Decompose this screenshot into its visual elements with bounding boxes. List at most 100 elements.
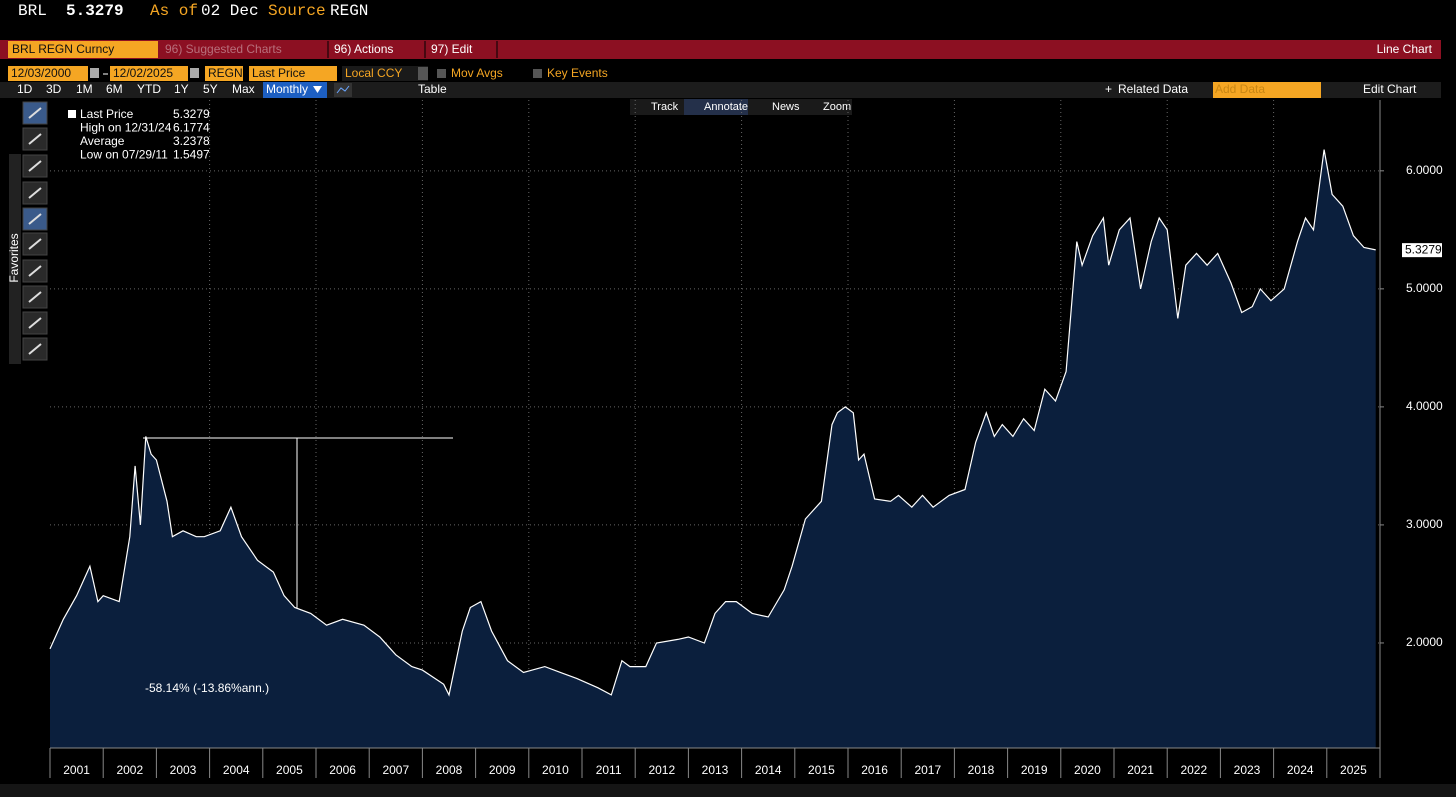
calendar-icon[interactable] (190, 68, 199, 78)
x-tick-label: 2012 (648, 763, 675, 777)
end-box[interactable] (110, 66, 188, 81)
field-box[interactable] (249, 66, 337, 81)
area-fill (50, 149, 1376, 749)
table[interactable]: Table (418, 82, 447, 96)
security-box[interactable] (8, 41, 158, 58)
frequency-box[interactable] (263, 82, 327, 98)
x-tick-label: 2015 (808, 763, 835, 777)
dropdown-arrow[interactable] (313, 86, 322, 93)
tool-glyph (28, 107, 42, 119)
suggested-charts[interactable]: 96) Suggested Charts (165, 42, 282, 56)
source-label: Source (268, 2, 326, 20)
period-button[interactable]: 6M (106, 82, 123, 96)
x-tick-label: 2021 (1127, 763, 1154, 777)
x-tick-label: 2014 (755, 763, 782, 777)
period-button[interactable]: YTD (137, 82, 161, 96)
dropdown[interactable] (418, 67, 428, 80)
legend-label: High on 12/31/24 (80, 121, 172, 135)
x-tick-label: 2022 (1180, 763, 1207, 777)
drawing-tools (22, 101, 48, 361)
legend-label: Average (80, 134, 125, 148)
chart-type: Line Chart (1377, 42, 1433, 56)
toolbar (0, 40, 1441, 59)
currency-box[interactable] (342, 66, 428, 81)
y-tick-label: 4.0000 (1406, 399, 1443, 413)
legend-label: Last Price (80, 107, 134, 121)
status-bar (0, 784, 1456, 797)
tool-zoom[interactable]: Zoom (823, 101, 851, 113)
legend-swatch (68, 110, 76, 118)
annotate-active (684, 99, 748, 115)
x-tick-label: 2016 (861, 763, 888, 777)
favorites[interactable]: Favorites (7, 233, 21, 282)
tool-glyph (28, 133, 42, 145)
y-tick-label: 3.0000 (1406, 517, 1443, 531)
legend-box (57, 107, 209, 162)
end-date[interactable]: 12/02/2025 (113, 66, 173, 80)
x-tick-label: 2010 (542, 763, 569, 777)
related-data[interactable]: Related Data (1118, 82, 1188, 96)
currency[interactable]: Local CCY (345, 66, 402, 80)
x-tick-label: 2008 (436, 763, 463, 777)
x-tick-label: 2004 (223, 763, 250, 777)
tool-glyph (28, 238, 42, 250)
legend-value: 5.3279 (173, 107, 210, 121)
x-tick-label: 2009 (489, 763, 516, 777)
x-tick-label: 2017 (914, 763, 941, 777)
mov-avgs[interactable]: Mov Avgs (451, 66, 503, 80)
tool-track[interactable]: Track (651, 101, 679, 113)
tool-annotate[interactable]: Annotate (704, 101, 748, 113)
x-tick-label: 2025 (1340, 763, 1367, 777)
periods: 1D 3D 1M 6M YTD 1Y 5Y Max (17, 82, 255, 96)
x-tick-label: 2002 (116, 763, 143, 777)
edit[interactable]: 97) Edit (431, 42, 473, 56)
period-button[interactable]: 1Y (174, 82, 189, 96)
legend-value: 3.2378 (173, 134, 210, 148)
line-icon-glyph (336, 85, 350, 94)
edit-chart[interactable]: Edit Chart (1363, 82, 1417, 96)
legend-value: 6.1774 (173, 121, 210, 135)
y-tick-label: 5.0000 (1406, 281, 1443, 295)
y-tick-label: 2.0000 (1406, 635, 1443, 649)
source-box[interactable] (205, 66, 243, 81)
add-data[interactable]: Add Data (1215, 82, 1265, 96)
period-button[interactable]: 1M (76, 82, 93, 96)
as-of-label: As of (150, 2, 198, 20)
add-data-box[interactable] (1213, 82, 1321, 98)
x-tick-label: 2011 (596, 763, 622, 777)
source-field[interactable]: REGN (208, 66, 243, 80)
start-date[interactable]: 12/03/2000 (11, 66, 71, 80)
x-tick-label: 2020 (1074, 763, 1101, 777)
period-button[interactable]: 3D (46, 82, 62, 96)
start-box[interactable] (8, 66, 88, 81)
tool-glyph (28, 291, 42, 303)
x-tick-label: 2013 (702, 763, 729, 777)
x-tick-label: 2023 (1234, 763, 1261, 777)
tool-news[interactable]: News (772, 101, 800, 113)
period-button[interactable]: 5Y (203, 82, 218, 96)
checkbox[interactable] (533, 69, 542, 78)
frequency[interactable]: Monthly (266, 82, 308, 96)
security[interactable]: BRL REGN Curncy (12, 42, 114, 56)
x-tick-label: 2001 (63, 763, 90, 777)
annotation-label: -58.14% (-13.86%ann.) (145, 681, 269, 695)
favorites-tab[interactable] (9, 154, 21, 364)
tool-glyph (28, 317, 42, 329)
tool-glyph (28, 343, 42, 355)
last-value: 5.3279 (1405, 242, 1442, 256)
checkbox[interactable] (437, 69, 446, 78)
period-button[interactable]: Max (232, 82, 255, 96)
key-events[interactable]: Key Events (547, 66, 608, 80)
x-tick-label: 2003 (170, 763, 197, 777)
field[interactable]: Last Price (252, 66, 306, 80)
x-tick-label: 2019 (1021, 763, 1048, 777)
actions[interactable]: 96) Actions (334, 42, 393, 56)
period-button[interactable]: 1D (17, 82, 33, 96)
calendar-icon[interactable] (90, 68, 99, 78)
plus[interactable]: + (1105, 82, 1112, 96)
as-of-date: 02 Dec (201, 2, 259, 20)
x-tick-label: 2007 (382, 763, 409, 777)
tool-glyph (28, 187, 42, 199)
